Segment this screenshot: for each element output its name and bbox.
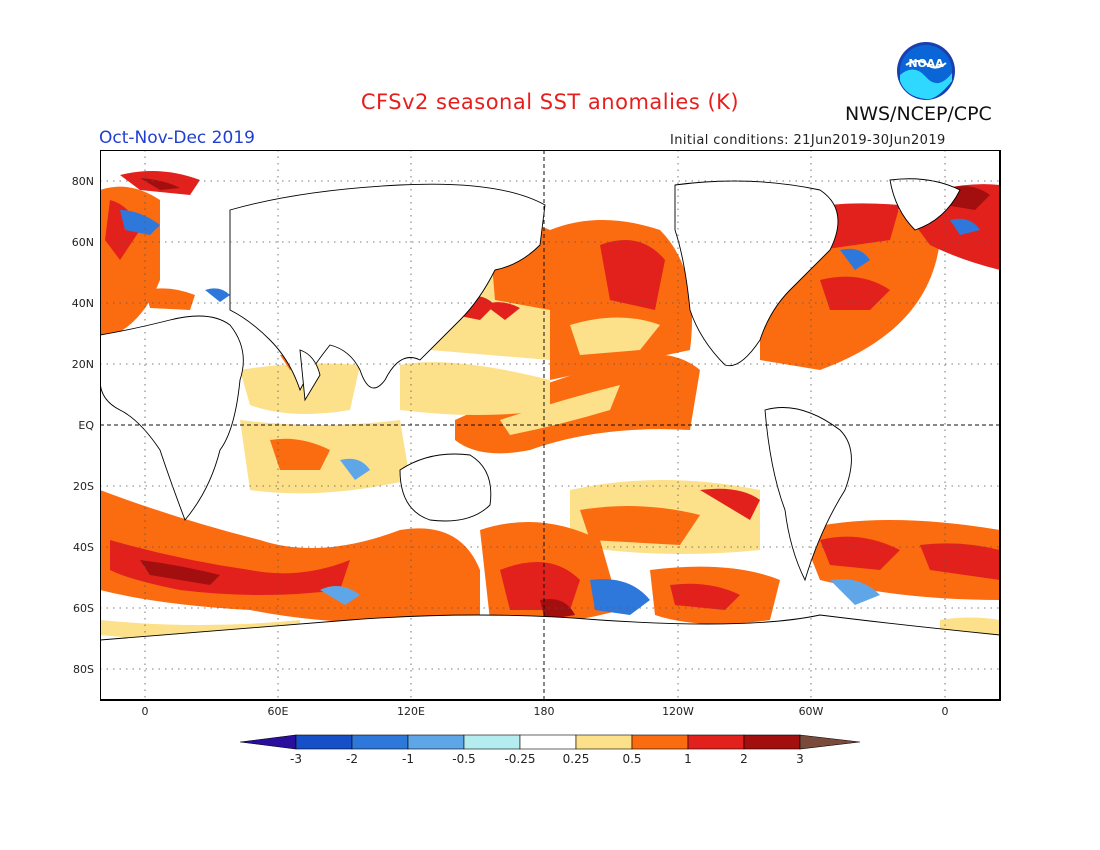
lat-label-60n: 60N [72, 236, 94, 249]
noaa-logo-icon: NOAA [897, 42, 955, 100]
lat-axis: 80N 60N 40N 20N EQ 20S 40S 60S 80S [72, 175, 95, 676]
colorbar-label: 2 [740, 752, 748, 766]
initial-conditions-label: Initial conditions: 21Jun2019-30Jun2019 [670, 133, 946, 148]
lat-label-60s: 60S [73, 602, 94, 615]
colorbar-seg-1 [295, 734, 353, 750]
logo-text: NOAA [908, 57, 944, 70]
lon-label-180: 180 [534, 705, 555, 718]
lon-axis: 0 60E 120E 180 120W 60W 0 [142, 705, 949, 718]
lat-label-40s: 40S [73, 541, 94, 554]
colorbar-label: 1 [684, 752, 692, 766]
colorbar-seg-5 [519, 734, 577, 750]
lat-label-20s: 20S [73, 480, 94, 493]
colorbar-label: -0.25 [504, 752, 535, 766]
lat-label-40n: 40N [72, 297, 94, 310]
colorbar-seg-0 [240, 734, 297, 750]
colorbar-seg-2 [351, 734, 409, 750]
colorbar-seg-10 [799, 734, 861, 750]
colorbar-seg-3 [407, 734, 465, 750]
lon-label-0-right: 0 [942, 705, 949, 718]
reference-lines [100, 150, 1000, 700]
colorbar-label: -0.5 [452, 752, 475, 766]
colorbar-label: -2 [346, 752, 358, 766]
lon-label-60e: 60E [268, 705, 289, 718]
colorbar-seg-6 [575, 734, 633, 750]
colorbar-label: -3 [290, 752, 302, 766]
colorbar-label: 0.25 [563, 752, 590, 766]
colorbar-seg-4 [463, 734, 521, 750]
continent-outlines [100, 178, 1000, 700]
lon-label-120e: 120E [397, 705, 425, 718]
sst-anomaly-map [100, 150, 1001, 701]
lat-label-80n: 80N [72, 175, 94, 188]
colorbar-label: 0.5 [622, 752, 641, 766]
lon-label-0-left: 0 [142, 705, 149, 718]
lon-label-120w: 120W [662, 705, 694, 718]
colorbar-seg-7 [631, 734, 689, 750]
colorbar-seg-8 [687, 734, 745, 750]
lat-label-20n: 20N [72, 358, 94, 371]
lat-label-eq: EQ [78, 419, 94, 432]
agency-label: NWS/NCEP/CPC [845, 103, 992, 125]
lon-label-60w: 60W [799, 705, 824, 718]
colorbar-label: -1 [402, 752, 414, 766]
colorbar-label: 3 [796, 752, 804, 766]
lat-label-80s: 80S [73, 663, 94, 676]
colorbar-seg-9 [743, 734, 801, 750]
chart-title: CFSv2 seasonal SST anomalies (K) [360, 90, 740, 114]
anomaly-fields [100, 171, 1000, 642]
season-label: Oct-Nov-Dec 2019 [99, 128, 255, 148]
map-frame [100, 150, 1001, 701]
graticule [100, 150, 1000, 700]
colorbar: -3 -2 -1 -0.5 -0.25 0.25 0.5 1 2 3 [240, 734, 861, 766]
